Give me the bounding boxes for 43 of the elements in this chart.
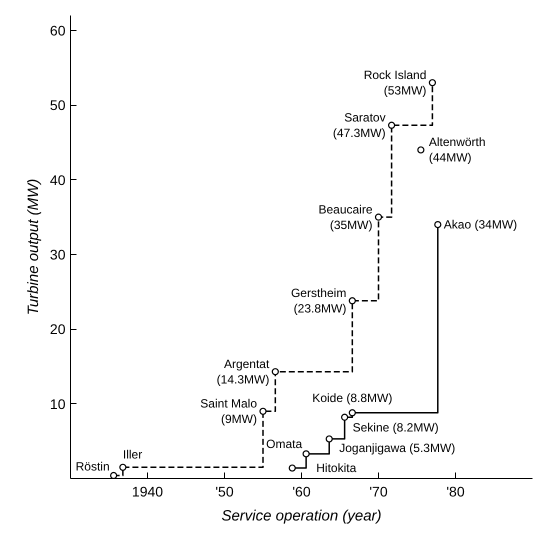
y-tick-label: 40: [50, 172, 66, 188]
x-tick-label: '70: [369, 484, 388, 500]
x-tick-label: '50: [215, 484, 234, 500]
annotation: Argentat (14.3MW): [216, 357, 270, 386]
point: [417, 146, 424, 154]
point: [272, 368, 279, 376]
annotation: Saratov (47.3MW): [332, 110, 386, 140]
point: [110, 472, 118, 478]
point: [374, 214, 382, 221]
annotation: Hitokita: [316, 461, 357, 476]
annotation: Iller: [122, 447, 142, 462]
point: [288, 464, 296, 472]
point: [259, 408, 267, 415]
annotation: Omata: [266, 436, 302, 451]
annotation: Sekine (8.2MW): [352, 420, 439, 434]
annotation: Röstin: [76, 460, 110, 474]
point: [341, 414, 348, 421]
annotation: Saint Malo (9MW): [200, 396, 258, 426]
point: [302, 450, 310, 458]
x-tick-label: '60: [292, 484, 311, 500]
annotation: Koide (8.8MW): [312, 390, 392, 405]
y-tick-label: 20: [50, 321, 66, 338]
x-tick-label: '80: [446, 484, 465, 500]
y-tick-label: 60: [50, 22, 66, 38]
point: [119, 464, 126, 471]
annotation: Rock Island (53MW): [364, 68, 426, 98]
annotation: Altenwörth (44MW): [428, 135, 486, 165]
y-tick-label: 10: [50, 396, 66, 412]
x-tick-label: 1940: [132, 484, 164, 500]
point: [326, 435, 333, 443]
annotation: Gerstheim (23.8MW): [290, 286, 346, 316]
point: [434, 221, 442, 228]
annotation: Joganjigawa (5.3MW): [339, 440, 456, 455]
point: [428, 79, 436, 86]
point: [388, 122, 396, 129]
point: [348, 409, 356, 416]
annotation: Beaucaire (35MW): [318, 202, 373, 232]
x-axis-title: Service operation (year): [221, 508, 382, 524]
y-tick-label: 30: [50, 246, 66, 262]
y-axis-title: Turbine output (MW): [24, 178, 42, 316]
y-tick-label: 50: [50, 97, 66, 114]
point: [348, 297, 356, 304]
annotation: Akao (34MW): [444, 218, 518, 232]
